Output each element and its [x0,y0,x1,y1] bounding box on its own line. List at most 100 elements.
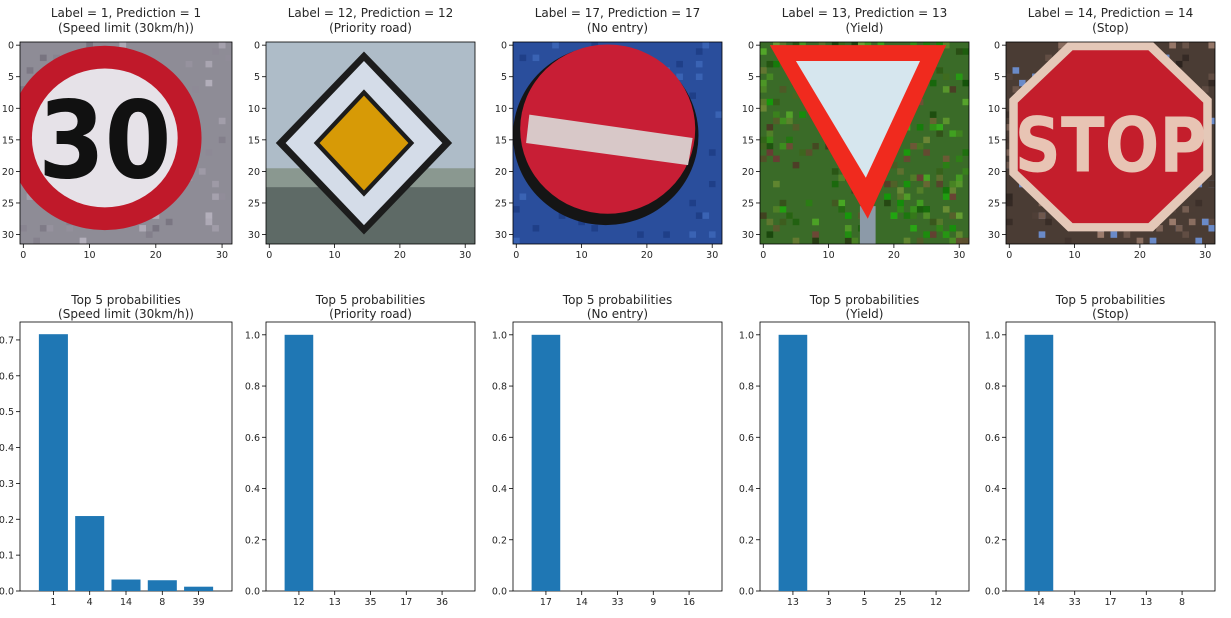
x-tick-label: 12 [930,597,942,608]
y-tick-label: 30 [2,230,14,241]
axes-frame [1005,41,1216,245]
x-tick-label: 0 [513,250,519,261]
panel-subtitle: (Priority road) [329,21,412,35]
y-tick-label: 0.8 [985,382,1000,393]
y-tick-label: 25 [988,198,1000,209]
y-tick-label: 10 [495,104,507,115]
y-tick-label: 5 [254,72,260,83]
panel-subtitle: (Speed limit (30km/h)) [58,307,194,321]
image-panel: Label = 13, Prediction = 13(Yield) 0 10 20 3… [742,6,970,261]
x-tick-label: 10 [84,250,96,261]
x-tick-label: 20 [394,250,406,261]
panel-title: Label = 12, Prediction = 12 [288,6,454,20]
sign-bar [526,114,693,166]
image-panel: Label = 1, Prediction = 1(Speed limit (3… [2,6,233,261]
y-tick-label: 0.0 [739,587,754,598]
y-tick-label: 10 [988,104,1000,115]
x-tick-label: 30 [1199,250,1211,261]
x-tick-label: 4 [87,597,93,608]
y-tick-label: 10 [248,104,260,115]
y-tick-label: 15 [742,135,754,146]
x-tick-label: 8 [1179,597,1185,608]
y-tick-label: 5 [501,72,507,83]
image-panel: Label = 12, Prediction = 12(Priority roa… [248,6,476,261]
sign-octagon [1017,50,1204,224]
bar [1024,334,1054,591]
panel-title: Top 5 probabilities [562,293,672,307]
x-tick-label: 0 [760,250,766,261]
panel-subtitle: (Stop) [1092,21,1129,35]
x-tick-label: 20 [641,250,653,261]
x-tick-label: 13 [787,597,799,608]
y-tick-label: 5 [8,72,14,83]
bar [284,334,314,591]
y-tick-label: 0 [254,41,260,52]
x-tick-label: 20 [150,250,162,261]
y-tick-label: 1.0 [492,330,507,341]
x-tick-label: 0 [1006,250,1012,261]
y-tick-label: 10 [2,104,14,115]
panel-subtitle: (Speed limit (30km/h)) [58,21,194,35]
y-tick-label: 30 [495,230,507,241]
y-tick-label: 30 [988,230,1000,241]
y-tick-label: 25 [2,198,14,209]
y-tick-label: 0.4 [492,484,507,495]
y-tick-label: 20 [248,167,260,178]
y-tick-label: 0 [994,41,1000,52]
panel-subtitle: (Yield) [846,21,884,35]
y-tick-label: 0.0 [492,587,507,598]
panel-title: Top 5 probabilities [70,293,180,307]
sign-image: STOP [1006,42,1215,244]
bar [38,334,68,591]
sign-text: 30 [38,79,171,204]
sign-image [760,42,969,244]
sign-face [31,68,178,208]
x-tick-label: 14 [120,597,132,608]
x-tick-label: 20 [888,250,900,261]
x-tick-label: 5 [861,597,867,608]
bar [111,579,141,591]
y-tick-label: 0.0 [0,587,14,598]
x-tick-label: 30 [706,250,718,261]
y-tick-label: 0.8 [492,382,507,393]
bar-panel: Top 5 probabilities(Speed limit (30km/h)… [0,293,233,608]
x-tick-label: 12 [293,597,305,608]
panel-subtitle: (No entry) [587,21,648,35]
y-tick-label: 20 [742,167,754,178]
y-tick-label: 0.2 [739,535,754,546]
y-tick-label: 0.5 [0,407,14,418]
y-tick-label: 0.8 [739,382,754,393]
x-tick-label: 30 [459,250,471,261]
y-tick-label: 0.8 [245,382,260,393]
bar-panel: Top 5 probabilities(Priority road) 12 13 35… [245,293,476,608]
bar [531,334,561,591]
panel-title: Top 5 probabilities [809,293,919,307]
y-tick-label: 20 [495,167,507,178]
x-tick-label: 39 [193,597,205,608]
x-tick-label: 30 [953,250,965,261]
y-tick-label: 0.6 [985,433,1000,444]
panel-title: Label = 17, Prediction = 17 [535,6,701,20]
x-tick-label: 14 [576,597,588,608]
x-tick-label: 0 [266,250,272,261]
y-tick-label: 1.0 [245,330,260,341]
panel-subtitle: (Stop) [1092,307,1129,321]
sign-face [795,60,921,178]
x-tick-label: 14 [1033,597,1045,608]
y-tick-label: 0.7 [0,335,14,346]
x-tick-label: 30 [216,250,228,261]
y-tick-label: 1.0 [739,330,754,341]
x-tick-label: 8 [159,597,165,608]
panel-subtitle: (Yield) [846,307,884,321]
bar-panel: Top 5 probabilities(Yield) 13 3 5 25 12 0.0 0.2… [739,293,970,608]
panel-title: Label = 14, Prediction = 14 [1028,6,1194,20]
axes-frame [759,41,970,245]
y-tick-label: 20 [2,167,14,178]
y-tick-label: 25 [742,198,754,209]
y-tick-label: 15 [988,135,1000,146]
x-tick-label: 1 [50,597,56,608]
x-tick-label: 9 [650,597,656,608]
y-tick-label: 0.6 [0,371,14,382]
axes-frame [512,41,723,245]
y-tick-label: 0.0 [245,587,260,598]
